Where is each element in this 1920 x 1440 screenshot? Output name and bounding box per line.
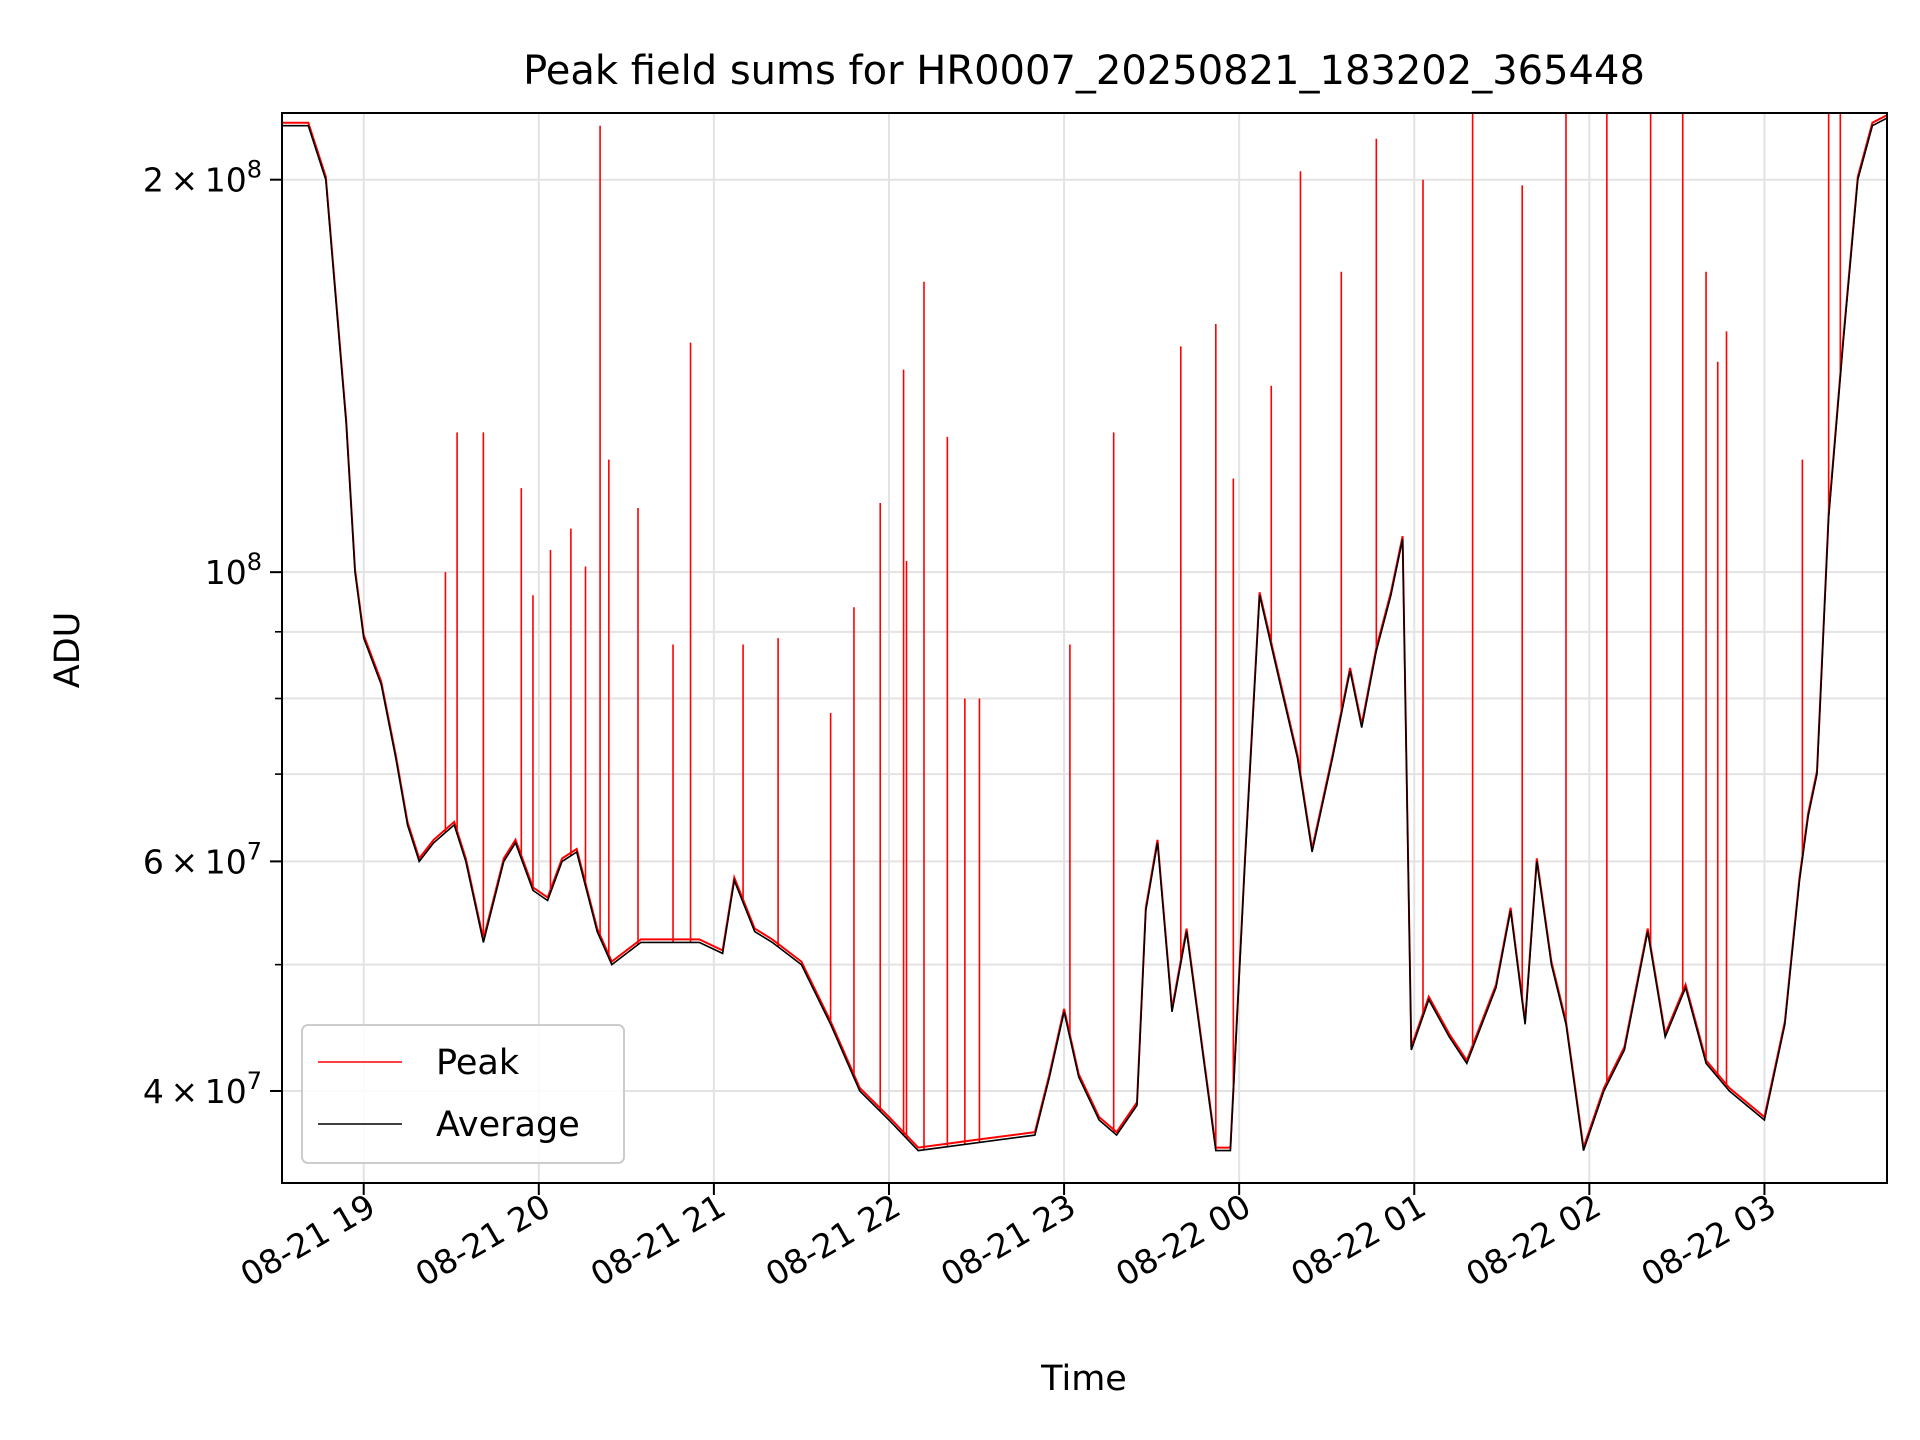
- legend-peak-label: Peak: [436, 1043, 520, 1083]
- legend: Peak Average: [301, 1024, 625, 1164]
- y-tick-label: 2 × 108: [143, 156, 262, 200]
- legend-average-label: Average: [436, 1105, 580, 1145]
- legend-box: [301, 1024, 625, 1164]
- chart-title: Peak field sums for HR0007_20250821_1832…: [523, 48, 1645, 94]
- x-axis-label: Time: [1040, 1359, 1127, 1399]
- average-line: [282, 117, 1887, 1152]
- y-tick-label: 108: [205, 548, 262, 592]
- series-average: [282, 117, 1887, 1152]
- series-layer: [282, 113, 1887, 1152]
- y-axis-label: ADU: [48, 612, 88, 689]
- plot-frame: [281, 112, 1888, 1184]
- y-tick-label: 6 × 107: [143, 837, 262, 881]
- y-tick-label: 4 × 107: [143, 1067, 262, 1111]
